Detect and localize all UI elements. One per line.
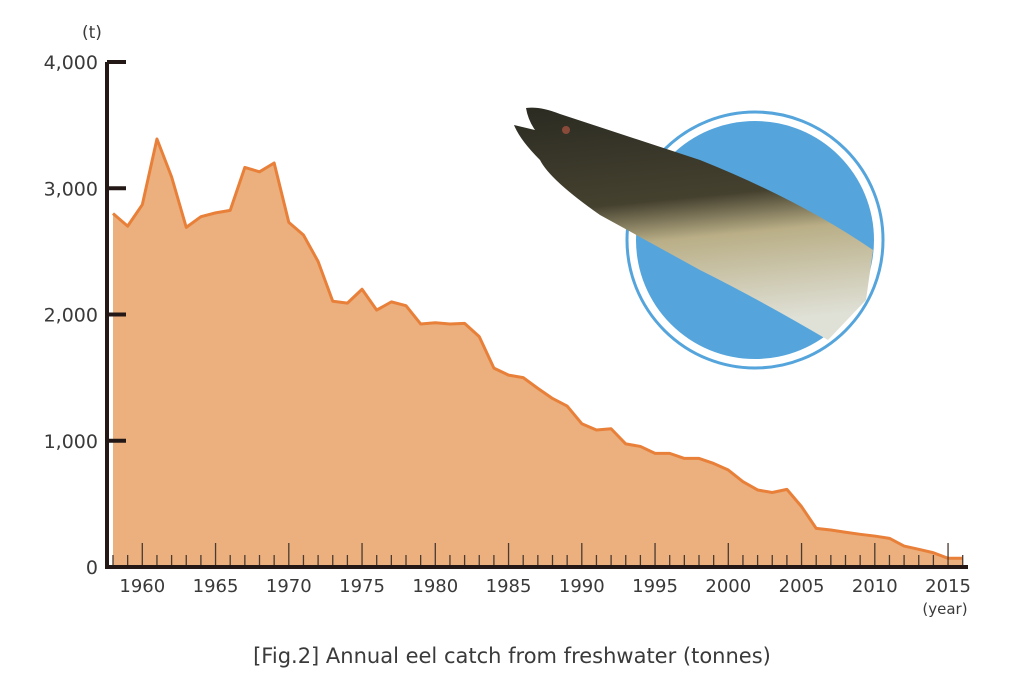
x-tick-label: 2000 xyxy=(705,576,751,597)
x-tick-label: 1985 xyxy=(486,576,532,597)
y-tick-label: 4,000 xyxy=(44,52,98,74)
x-tick-label: 2010 xyxy=(852,576,898,597)
y-axis-label: (t) xyxy=(82,23,102,43)
x-tick-label: 1960 xyxy=(119,576,165,597)
x-tick-label: 1975 xyxy=(339,576,385,597)
x-tick-label: 2015 xyxy=(925,576,971,597)
x-tick-label: 2005 xyxy=(779,576,825,597)
x-tick-label: 1990 xyxy=(559,576,605,597)
y-tick-label: 2,000 xyxy=(44,305,98,327)
x-tick-label: 1965 xyxy=(193,576,239,597)
y-tick-label: 1,000 xyxy=(44,431,98,453)
x-tick-label: 1995 xyxy=(632,576,678,597)
y-tick-label: 3,000 xyxy=(44,178,98,200)
x-tick-label: 1970 xyxy=(266,576,312,597)
eel-eye xyxy=(562,126,570,134)
eel-body xyxy=(514,107,873,340)
eel-illustration xyxy=(514,107,885,370)
x-axis-label: (year) xyxy=(922,600,967,618)
x-tick-label: 1980 xyxy=(412,576,458,597)
y-tick-label: 0 xyxy=(86,557,98,579)
figure-caption: [Fig.2] Annual eel catch from freshwater… xyxy=(253,644,771,668)
area-fill xyxy=(113,139,963,567)
